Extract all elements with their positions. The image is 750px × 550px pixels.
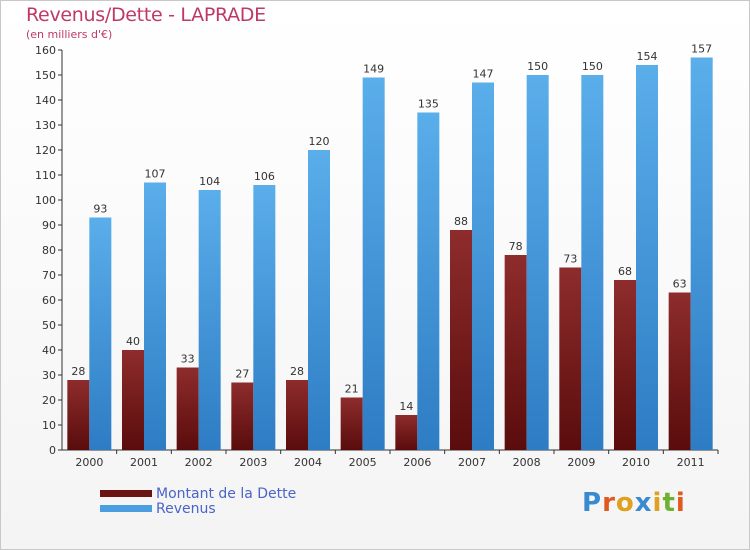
bar-dette — [504, 255, 527, 450]
value-label-revenus: 135 — [418, 98, 439, 111]
value-label-dette: 63 — [673, 278, 687, 291]
value-label-dette: 40 — [126, 335, 140, 348]
value-label-dette: 88 — [454, 215, 468, 228]
bar-revenus — [581, 75, 604, 450]
chart-title: Revenus/Dette - LAPRADE — [26, 4, 266, 26]
x-tick-label: 2006 — [403, 456, 431, 469]
y-tick-label: 20 — [42, 394, 56, 407]
bar-dette — [340, 397, 363, 450]
value-label-dette: 27 — [235, 368, 249, 381]
y-tick-label: 140 — [35, 94, 56, 107]
x-tick-label: 2005 — [349, 456, 377, 469]
bar-dette — [559, 267, 582, 450]
value-label-dette: 33 — [181, 353, 195, 366]
bar-dette — [231, 382, 254, 450]
x-tick-label: 2001 — [130, 456, 158, 469]
x-tick-label: 2002 — [185, 456, 213, 469]
value-label-revenus: 106 — [254, 170, 275, 183]
value-labels: 28 93 40 107 33 104 27 106 28 120 21 149 14 135 88 147 7… — [71, 43, 712, 414]
bar-revenus — [417, 112, 440, 450]
bar-revenus — [89, 217, 112, 450]
x-tick-label: 2003 — [239, 456, 267, 469]
y-tick-label: 150 — [35, 69, 56, 82]
y-tick-label: 30 — [42, 369, 56, 382]
value-label-revenus: 157 — [691, 43, 712, 56]
legend-label-revenus: Revenus — [156, 500, 216, 517]
bar-revenus — [636, 65, 658, 450]
value-label-revenus: 147 — [473, 68, 494, 81]
y-tick-label: 90 — [42, 219, 56, 232]
value-label-dette: 28 — [290, 365, 304, 378]
legend: Montant de la Dette Revenus — [100, 485, 297, 517]
value-label-revenus: 150 — [582, 60, 603, 73]
value-label-revenus: 93 — [93, 203, 107, 216]
value-label-revenus: 154 — [637, 50, 658, 63]
x-tick-label: 2010 — [622, 456, 650, 469]
bar-revenus — [253, 185, 276, 450]
bar-dette — [450, 230, 472, 450]
bar-dette — [286, 380, 308, 450]
bar-revenus — [526, 75, 549, 450]
bar-revenus — [198, 190, 221, 450]
value-label-dette: 14 — [399, 400, 413, 413]
y-tick-label: 160 — [35, 44, 56, 57]
value-label-revenus: 149 — [363, 63, 384, 76]
bar-dette — [614, 280, 636, 450]
bar-dette — [668, 292, 691, 450]
x-tick-label: 2009 — [567, 456, 595, 469]
bar-dette — [67, 380, 90, 450]
x-tick-label: 2011 — [677, 456, 705, 469]
bar-revenus — [362, 77, 385, 450]
x-tick-label: 2000 — [75, 456, 103, 469]
proxiti-logo: Proxiti — [582, 488, 686, 518]
y-tick-label: 120 — [35, 144, 56, 157]
bar-revenus — [144, 182, 166, 450]
bars — [67, 57, 713, 450]
y-tick-label: 110 — [35, 169, 56, 182]
value-label-revenus: 107 — [145, 168, 166, 181]
value-label-revenus: 104 — [199, 175, 220, 188]
value-label-dette: 68 — [618, 265, 632, 278]
legend-item-revenus: Revenus — [100, 500, 296, 517]
value-label-dette: 28 — [71, 365, 85, 378]
legend-swatch-dette — [100, 490, 152, 497]
value-label-revenus: 150 — [527, 60, 548, 73]
bar-dette — [176, 367, 199, 450]
legend-swatch-revenus — [100, 505, 152, 512]
x-tick-label: 2007 — [458, 456, 486, 469]
bar-revenus — [472, 82, 494, 450]
y-tick-label: 40 — [42, 344, 56, 357]
value-label-dette: 78 — [509, 240, 523, 253]
x-tick-label: 2004 — [294, 456, 322, 469]
y-tick-label: 60 — [42, 294, 56, 307]
y-tick-label: 0 — [49, 444, 56, 457]
bar-revenus — [690, 57, 713, 450]
y-tick-label: 70 — [42, 269, 56, 282]
y-tick-label: 50 — [42, 319, 56, 332]
y-tick-label: 100 — [35, 194, 56, 207]
value-label-dette: 21 — [345, 383, 359, 396]
x-tick-label: 2008 — [513, 456, 541, 469]
bar-dette — [122, 350, 144, 450]
bar-revenus — [308, 150, 330, 450]
y-tick-label: 130 — [35, 119, 56, 132]
chart-subtitle: (en milliers d'€) — [26, 28, 113, 41]
value-label-dette: 73 — [563, 253, 577, 266]
legend-label-dette: Montant de la Dette — [156, 485, 297, 502]
value-label-revenus: 120 — [309, 135, 330, 148]
y-tick-label: 10 — [42, 419, 56, 432]
bar-dette — [395, 415, 418, 450]
legend-item-dette: Montant de la Dette — [100, 485, 297, 502]
axes: 0 10 20 30 40 50 60 70 80 90 100 110 120 130 140 150 160… — [35, 44, 719, 469]
y-tick-label: 80 — [42, 244, 56, 257]
